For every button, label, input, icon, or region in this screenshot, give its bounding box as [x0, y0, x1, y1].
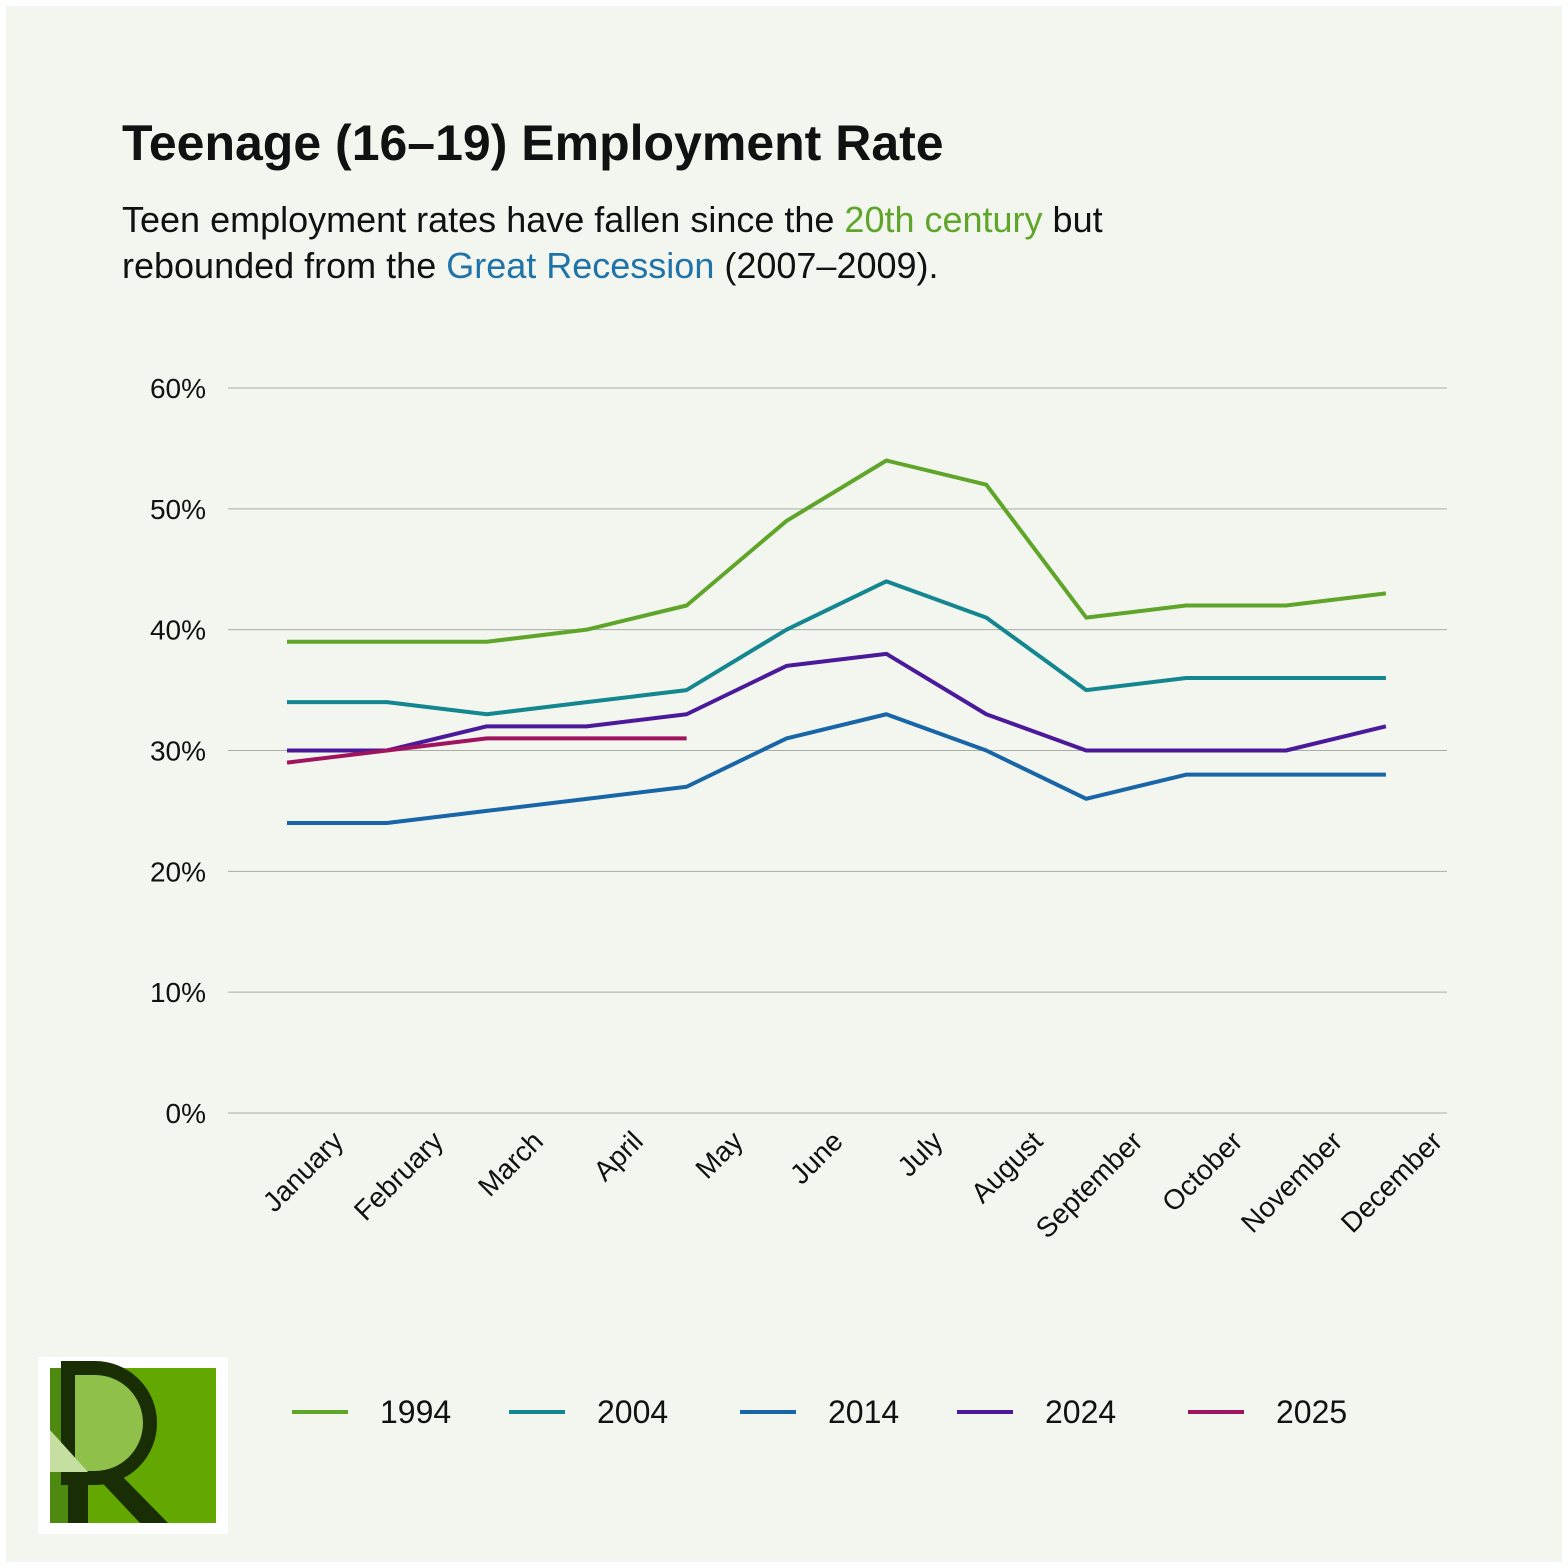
legend-label: 2004	[597, 1394, 668, 1430]
y-tick-label: 10%	[150, 977, 206, 1008]
subtitle-segment: rebounded from the	[122, 245, 446, 286]
subtitle-line: rebounded from the Great Recession (2007…	[122, 245, 939, 286]
logo-shape	[61, 1361, 157, 1485]
logo	[38, 1357, 228, 1534]
subtitle-segment: Teen employment rates have fallen since …	[122, 199, 844, 240]
legend-label: 2024	[1045, 1394, 1116, 1430]
subtitle-segment: 20th century	[844, 199, 1042, 240]
y-tick-label: 50%	[150, 494, 206, 525]
y-tick-label: 20%	[150, 856, 206, 887]
logo-shape	[92, 1472, 168, 1523]
logo-shape	[68, 1472, 88, 1523]
y-tick-label: 0%	[166, 1098, 206, 1129]
legend-label: 1994	[380, 1394, 451, 1430]
subtitle: Teen employment rates have fallen since …	[122, 199, 1103, 286]
series-line	[287, 651, 1387, 753]
background	[6, 6, 1562, 1562]
legend-label: 2025	[1276, 1394, 1347, 1430]
logo-shape	[50, 1430, 88, 1472]
subtitle-segment: Great Recession	[446, 245, 714, 286]
y-tick-label: 40%	[150, 615, 206, 646]
legend-label: 2014	[828, 1394, 899, 1430]
y-tick-label: 30%	[150, 736, 206, 767]
series-line	[287, 712, 1386, 825]
chart-title: Teenage (16–19) Employment Rate	[122, 115, 944, 171]
series-line	[286, 736, 687, 765]
series-line	[287, 579, 1386, 717]
subtitle-segment: (2007–2009).	[714, 245, 938, 286]
series-line	[287, 458, 1387, 644]
subtitle-segment: but	[1043, 199, 1103, 240]
subtitle-line: Teen employment rates have fallen since …	[122, 199, 1103, 240]
y-tick-label: 60%	[150, 373, 206, 404]
